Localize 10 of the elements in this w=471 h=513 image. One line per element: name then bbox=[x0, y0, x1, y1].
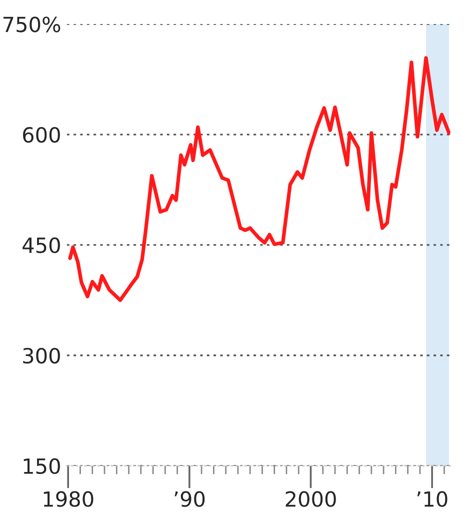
y-tick-label: 450 bbox=[22, 237, 60, 254]
y-tick-label: 150 bbox=[24, 458, 60, 474]
x-tick-label: 1980 bbox=[44, 491, 94, 507]
x-tick-label: ’90 bbox=[174, 491, 205, 507]
line-series bbox=[68, 56, 450, 302]
y-tick-label: 300 bbox=[23, 348, 60, 364]
y-tick-label: 750% bbox=[3, 16, 60, 32]
x-tick-label: 2000 bbox=[286, 491, 336, 507]
x-tick-label: ’10 bbox=[417, 491, 448, 507]
y-tick-label: 600 bbox=[23, 126, 60, 143]
